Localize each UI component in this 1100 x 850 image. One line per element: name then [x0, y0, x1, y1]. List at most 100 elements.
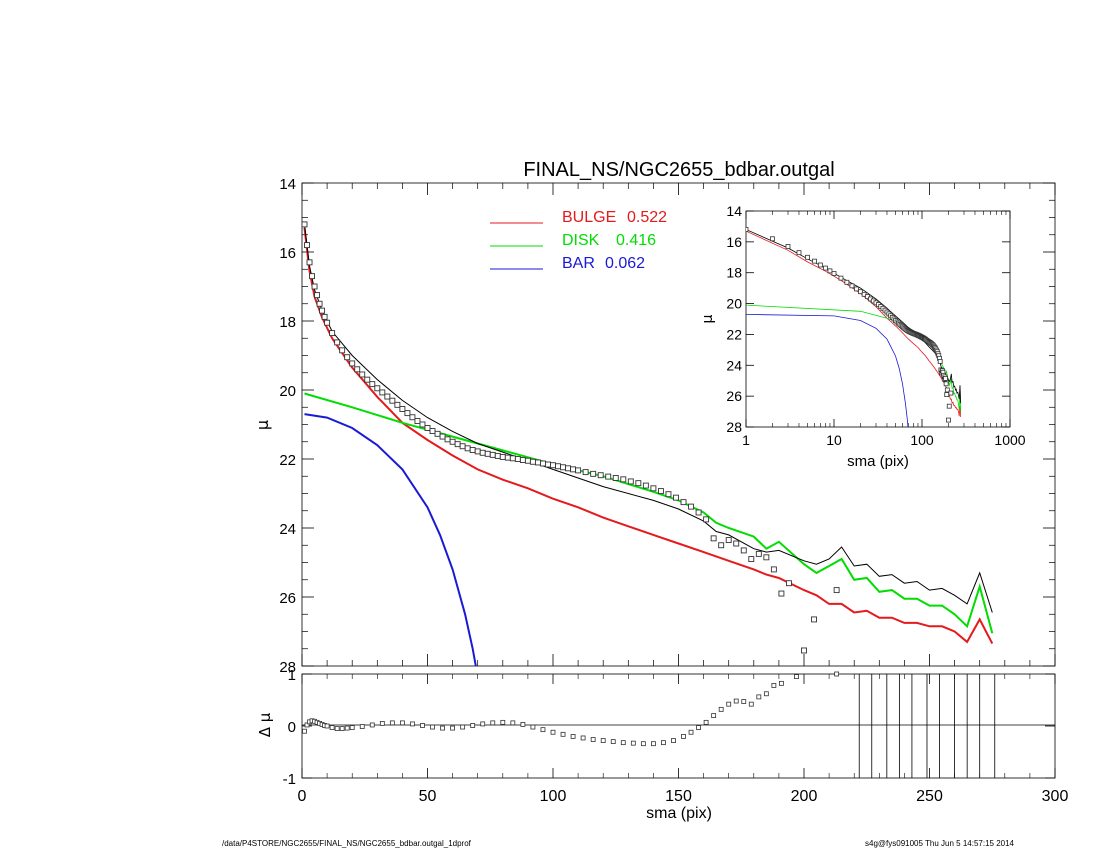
residual-point [834, 671, 840, 677]
inset-data-point [948, 390, 954, 396]
residual-point [510, 720, 516, 726]
residual-point [651, 741, 656, 747]
main-data-point [514, 456, 521, 462]
main-y-tick-label: 28 [279, 659, 296, 676]
main-data-point [582, 469, 589, 476]
residual-point [369, 722, 375, 728]
residual-point [460, 724, 466, 730]
main-data-point [474, 448, 481, 455]
inset-data-point [805, 254, 810, 260]
inset-data-point [838, 275, 844, 281]
residual-point [703, 719, 709, 725]
residual-plot-frame [301, 673, 1056, 779]
main-data-point [555, 463, 561, 470]
main-data-point [665, 491, 672, 498]
main-y-tick-label: 14 [279, 176, 296, 193]
main-data-point [597, 472, 604, 479]
residual-point [741, 699, 747, 704]
inset-data-point [946, 403, 952, 409]
residual-point [420, 723, 425, 728]
main-data-point [560, 464, 566, 471]
main-data-point [389, 397, 396, 404]
residual-point [389, 720, 395, 726]
main-x-axis-label: sma (pix) [646, 805, 712, 822]
main-y-tick-label: 18 [279, 314, 296, 331]
residual-point [334, 726, 340, 731]
main-data-point [748, 556, 755, 562]
main-y-tick-label: 24 [279, 521, 296, 538]
residual-x-tick-label: 200 [791, 788, 818, 805]
main-data-point [484, 450, 491, 457]
main-axis-ticks: 14 16 18 20 22 24 26 28 [279, 176, 1056, 676]
inset-y-tick-label: 14 [726, 203, 742, 219]
inset-x-tick-label: 1 [742, 432, 750, 448]
residual-point [344, 725, 350, 731]
inset-line-model-total [746, 229, 962, 404]
legend-label-bar: BAR [562, 255, 595, 272]
inset-x-tick-label: 100 [910, 432, 934, 448]
main-data-point [650, 485, 657, 492]
residual-x-tick-label: 150 [665, 788, 692, 805]
main-data-point [399, 406, 406, 412]
residual-point [399, 720, 405, 726]
residual-point [570, 734, 576, 739]
residual-point [540, 727, 546, 733]
main-data-point [449, 438, 456, 445]
residual-x-tick-label: 100 [540, 788, 567, 805]
inset-x-tick-label: 1000 [994, 432, 1025, 448]
residual-point [480, 721, 486, 727]
main-data-point [725, 537, 732, 544]
main-line-model-total [304, 224, 993, 613]
main-line-disk [304, 392, 994, 634]
main-data-point [540, 460, 546, 467]
inset-data-point [796, 250, 802, 256]
main-data-point [605, 473, 612, 480]
main-data-point [359, 371, 366, 378]
inset-data-point [943, 381, 949, 387]
main-data-point [545, 461, 551, 468]
residual-y-axis-label: Δ μ [256, 712, 274, 737]
inset-data-point [812, 258, 817, 264]
main-y-tick-label: 22 [279, 452, 296, 469]
main-data-point [379, 389, 386, 396]
main-data-point [801, 647, 807, 654]
inset-line-bar [746, 314, 909, 427]
inset-x-tick-label: 10 [826, 432, 842, 448]
residual-point [779, 680, 784, 686]
main-data-point [703, 516, 710, 523]
inset-data-point [746, 227, 749, 232]
main-data-point [763, 554, 770, 561]
footer-file-path: /data/P4STORE/NGC2655/FINAL_NS/NGC2655_b… [222, 839, 471, 848]
main-line-bar [304, 413, 477, 666]
main-data-point [479, 449, 486, 456]
residual-point [630, 740, 636, 746]
inset-line-bulge [746, 230, 962, 418]
main-data-point [301, 221, 308, 228]
inset-y-tick-label: 20 [726, 296, 742, 312]
legend-value-disk: 0.416 [616, 232, 656, 249]
inset-x-axis-label: sma (pix) [847, 453, 909, 470]
main-panel: FINAL_NS/NGC2655_bdbar.outgal 14 16 18 20 22… [253, 159, 1056, 676]
main-data-point [364, 376, 371, 383]
main-data-point [770, 566, 777, 573]
main-data-point [314, 292, 321, 299]
main-data-point [374, 385, 381, 392]
residual-point [771, 683, 777, 688]
main-data-point [529, 458, 536, 465]
inset-plot-frame [745, 210, 1011, 428]
main-data-point [306, 259, 313, 266]
main-data-point [464, 445, 471, 452]
residual-vertical-lines [858, 674, 996, 778]
residual-x-tick-label: 300 [1042, 788, 1069, 805]
inset-y-tick-label: 16 [726, 234, 742, 250]
residual-y-tick-label: 1 [288, 667, 296, 684]
residual-point [349, 725, 355, 730]
legend: BULGE 0.522 DISK 0.416 BAR 0.062 [490, 209, 667, 272]
main-data-point [635, 480, 642, 487]
legend-value-bulge: 0.522 [627, 209, 667, 226]
main-data-point [778, 590, 785, 597]
main-data-point [321, 313, 328, 320]
